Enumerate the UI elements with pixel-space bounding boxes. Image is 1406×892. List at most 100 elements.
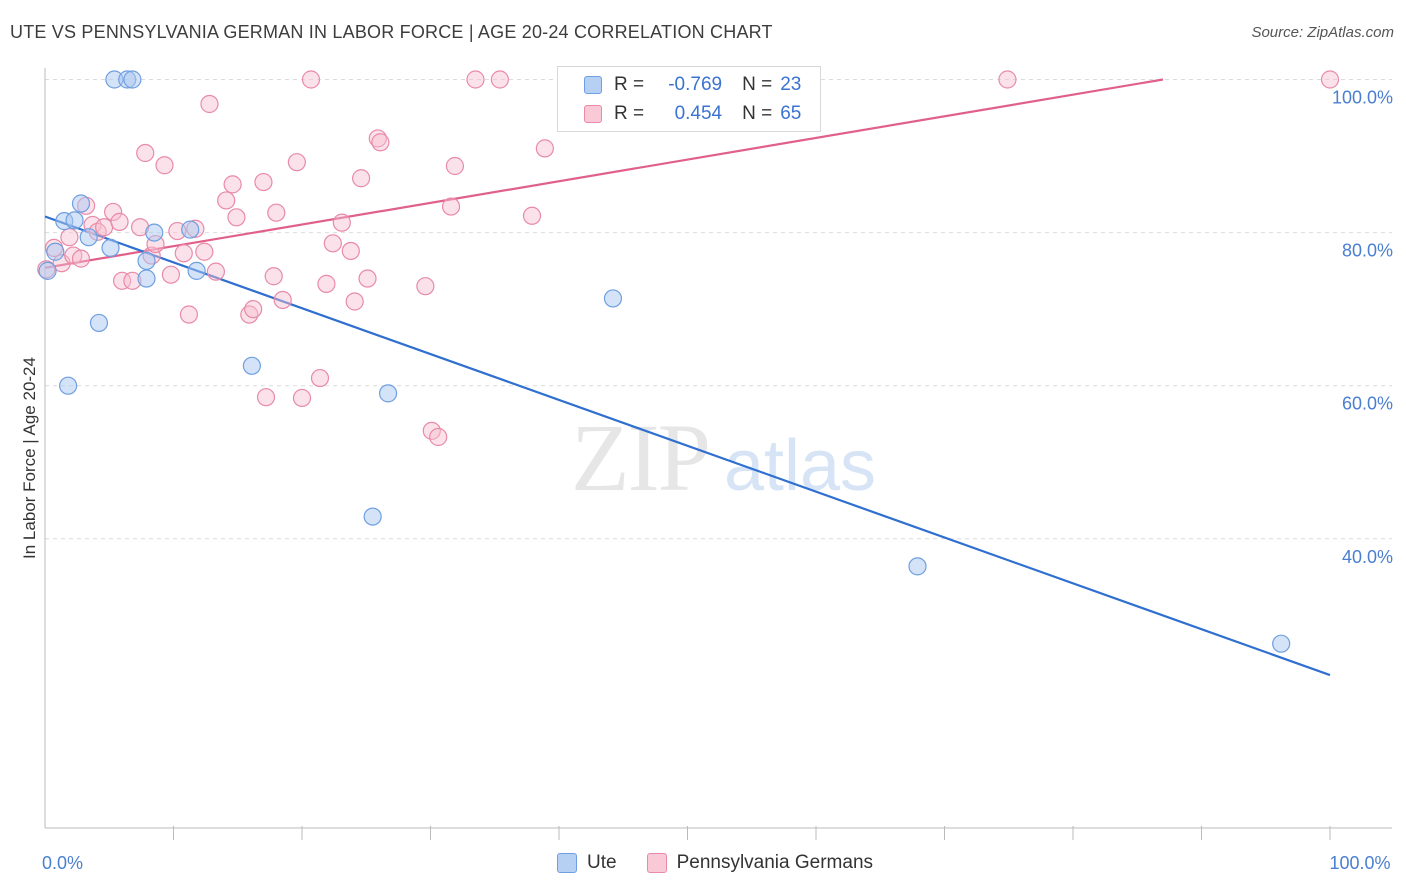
pg-point-18 xyxy=(155,156,174,175)
pg-point-57 xyxy=(522,206,542,225)
pg-point-35 xyxy=(267,203,286,222)
pg-point-50 xyxy=(416,277,435,296)
ute-point-2 xyxy=(59,376,78,395)
legend-row-ute: R = -0.769 N = 23 xyxy=(584,71,801,99)
pg-point-31 xyxy=(244,300,263,319)
pg-point-5 xyxy=(71,249,91,268)
pg-point-32 xyxy=(254,172,273,192)
pg-point-27 xyxy=(217,191,236,210)
pg-point-46 xyxy=(352,169,371,188)
x-tick-label-0: 0.0% xyxy=(42,853,83,873)
pg-point-9 xyxy=(95,218,114,237)
pg-legend-label: Pennsylvania Germans xyxy=(676,852,874,873)
legend-row-pg: R = 0.454 N = 65 xyxy=(584,100,801,128)
ute-n-label: N = xyxy=(742,74,773,95)
pg-point-19 xyxy=(161,265,181,284)
ute-point-7 xyxy=(89,313,109,333)
ute-point-20 xyxy=(603,289,623,308)
ute-point-8 xyxy=(101,238,120,258)
ute-points xyxy=(38,70,1291,653)
pg-r-label: R = xyxy=(614,103,645,124)
pg-point-63 xyxy=(998,70,1017,89)
pg-point-24 xyxy=(195,242,214,261)
pg-point-26 xyxy=(206,262,226,281)
ute-point-11 xyxy=(123,70,142,89)
ute-point-5 xyxy=(71,194,91,213)
pg-r-value: 0.454 xyxy=(674,103,723,124)
y-tick-label-60: 60.0% xyxy=(1342,394,1393,414)
pg-point-52 xyxy=(429,427,448,447)
watermark-zip: ZIP xyxy=(571,404,709,511)
pg-point-11 xyxy=(110,212,129,231)
pg-point-33 xyxy=(256,388,276,407)
correlation-legend: R = -0.769 N = 23 R = 0.454 N = 65 xyxy=(557,66,821,132)
ute-point-6 xyxy=(79,228,98,247)
ute-point-12 xyxy=(137,269,156,288)
pg-swatch xyxy=(584,105,602,123)
gridlines xyxy=(45,79,1392,540)
source-label: Source: ZipAtlas.com xyxy=(1251,24,1394,41)
pg-point-41 xyxy=(317,274,336,293)
legend-item-ute[interactable]: Ute xyxy=(557,852,617,874)
pg-point-39 xyxy=(301,70,321,89)
ute-legend-label: Ute xyxy=(587,852,617,873)
pg-point-43 xyxy=(332,213,351,232)
ute-point-1 xyxy=(46,242,65,261)
pg-point-12 xyxy=(112,271,132,290)
pg-point-56 xyxy=(490,70,509,89)
watermark-atlas: atlas xyxy=(724,426,876,506)
pg-point-47 xyxy=(358,269,377,288)
axes: 40.0% 60.0% 80.0% 100.0% 0.0% 100.0% xyxy=(42,68,1393,873)
pg-point-10 xyxy=(104,202,123,222)
pg-point-25 xyxy=(200,94,219,114)
pg-point-22 xyxy=(179,305,199,324)
y-tick-label-80: 80.0% xyxy=(1342,241,1393,261)
pg-n-value: 65 xyxy=(780,103,802,124)
trend-lines xyxy=(44,78,1331,677)
pg-point-34 xyxy=(264,267,283,286)
pg-point-45 xyxy=(345,292,364,311)
pg-point-64 xyxy=(1320,70,1340,89)
ute-r-value: -0.769 xyxy=(668,74,723,95)
ute-legend-swatch xyxy=(557,853,577,873)
ute-n-value: 23 xyxy=(780,74,802,95)
pg-legend-swatch xyxy=(646,853,667,873)
pg-point-3 xyxy=(60,228,79,247)
pg-point-42 xyxy=(323,234,342,253)
ute-point-15 xyxy=(181,220,200,239)
pg-point-44 xyxy=(341,241,360,261)
pg-point-55 xyxy=(466,70,485,89)
pg-point-36 xyxy=(273,290,292,310)
ute-point-13 xyxy=(137,251,156,271)
pg-point-37 xyxy=(287,153,306,172)
pg-point-54 xyxy=(445,156,465,176)
pg-point-58 xyxy=(535,139,554,158)
watermark: ZIP atlas xyxy=(571,404,876,511)
x-tick-label-100: 100.0% xyxy=(1329,853,1390,873)
pg-point-49 xyxy=(371,133,390,152)
pg-point-15 xyxy=(136,143,155,163)
ute-swatch xyxy=(584,76,602,94)
ute-trend-line xyxy=(44,215,1331,677)
ute-point-17 xyxy=(242,356,261,375)
legend-item-pg[interactable]: Pennsylvania Germans xyxy=(646,852,874,874)
pg-point-21 xyxy=(174,244,193,263)
y-tick-label-40: 40.0% xyxy=(1342,547,1393,567)
ute-point-19 xyxy=(378,384,398,403)
chart-title: UTE VS PENNSYLVANIA GERMAN IN LABOR FORC… xyxy=(10,22,773,42)
ute-point-21 xyxy=(908,557,927,576)
pg-point-38 xyxy=(292,388,312,408)
series-legend: Ute Pennsylvania Germans xyxy=(557,852,903,874)
ute-point-4 xyxy=(65,211,84,230)
pg-point-28 xyxy=(223,175,242,194)
pg-trend-line xyxy=(44,78,1164,269)
ute-point-16 xyxy=(187,261,206,280)
ute-point-14 xyxy=(145,223,164,242)
ute-point-22 xyxy=(1272,634,1291,653)
ute-r-label: R = xyxy=(614,74,645,95)
pg-n-label: N = xyxy=(742,103,773,124)
ute-point-0 xyxy=(38,261,57,280)
y-axis-label: In Labor Force | Age 20-24 xyxy=(20,357,39,559)
pg-point-40 xyxy=(310,368,330,388)
